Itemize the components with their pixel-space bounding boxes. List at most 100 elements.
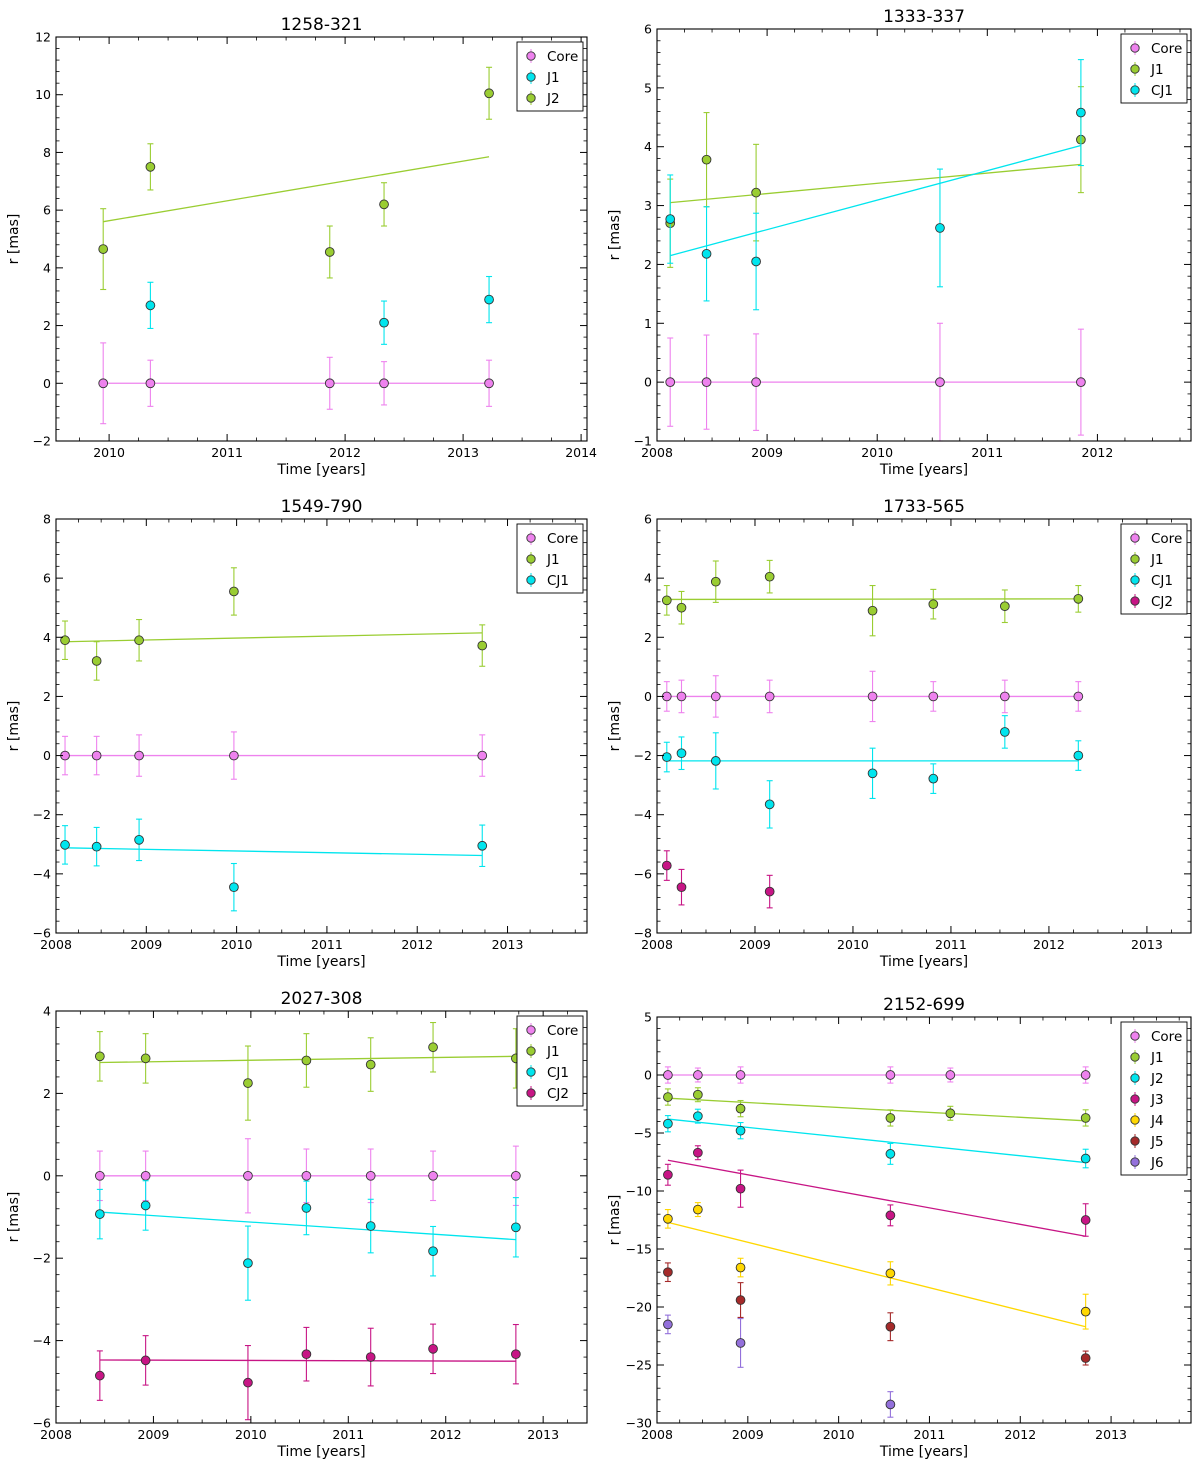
data-point-Core bbox=[511, 1170, 521, 1181]
data-point-J2 bbox=[885, 1149, 896, 1159]
y-tick-label: −20 bbox=[626, 1300, 652, 1315]
legend-marker-CJ1 bbox=[1130, 85, 1140, 95]
data-point-J1 bbox=[60, 635, 70, 646]
x-tick-label: 2010 bbox=[235, 1427, 267, 1442]
data-point-Core bbox=[91, 750, 102, 761]
series-Core bbox=[94, 1138, 521, 1214]
legend-marker-J5 bbox=[1130, 1136, 1140, 1146]
x-tick-label: 2011 bbox=[211, 445, 243, 460]
legend-marker-Core bbox=[526, 51, 536, 61]
data-point-Core bbox=[134, 750, 144, 761]
y-tick-label: 0 bbox=[644, 689, 652, 704]
data-point-J1 bbox=[1080, 1113, 1091, 1123]
legend-label-J1: J1 bbox=[1150, 62, 1164, 78]
y-tick-label: 6 bbox=[644, 512, 652, 527]
y-tick-label: 4 bbox=[43, 260, 51, 275]
data-point-CJ1 bbox=[301, 1203, 312, 1213]
data-point-J3 bbox=[735, 1183, 746, 1194]
x-tick-label: 2008 bbox=[641, 937, 673, 952]
chart-title: 1258-321 bbox=[281, 15, 363, 35]
y-tick-label: 5 bbox=[644, 80, 652, 95]
data-point-CJ1 bbox=[365, 1221, 376, 1231]
data-point-J1 bbox=[693, 1089, 703, 1100]
chart-title: 2027-308 bbox=[281, 989, 363, 1009]
series-J6 bbox=[663, 1314, 896, 1418]
chart-title: 2152-699 bbox=[883, 995, 965, 1015]
data-point-J1 bbox=[751, 187, 761, 198]
y-tick-label: 0 bbox=[644, 375, 652, 390]
fit-line-CJ1 bbox=[99, 1211, 516, 1241]
data-point-J4 bbox=[693, 1204, 703, 1215]
data-point-J6 bbox=[735, 1338, 746, 1348]
y-tick-label: 10 bbox=[35, 87, 51, 102]
x-axis-label: Time [years] bbox=[276, 462, 365, 478]
data-point-J1 bbox=[735, 1103, 746, 1114]
series-layer bbox=[98, 66, 494, 425]
legend-label-J1: J1 bbox=[546, 552, 560, 568]
data-point-Core bbox=[484, 378, 494, 389]
ticks: 2008 2009 2010 2011 2012 2013 −30 −25 −20 −15 −10 −… bbox=[626, 1010, 1191, 1442]
data-point-J2 bbox=[145, 162, 156, 172]
legend-label-CJ1: CJ1 bbox=[1151, 573, 1173, 589]
data-point-CJ1 bbox=[140, 1200, 151, 1211]
data-point-Core bbox=[663, 1070, 673, 1080]
x-tick-label: 2014 bbox=[565, 445, 597, 460]
legend-marker-J1 bbox=[1130, 554, 1140, 564]
plot-frame bbox=[55, 518, 588, 934]
legend: Core J1 CJ1 CJ2 bbox=[516, 1015, 584, 1107]
data-point-Core bbox=[1073, 691, 1084, 702]
legend-label-Core: Core bbox=[547, 1023, 578, 1039]
x-tick-label: 2012 bbox=[329, 445, 361, 460]
data-point-J1 bbox=[365, 1059, 376, 1070]
x-tick-label: 2008 bbox=[40, 937, 72, 952]
series-Core bbox=[60, 731, 488, 780]
y-axis-label: r [mas] bbox=[6, 214, 22, 265]
data-point-J1 bbox=[945, 1108, 956, 1119]
data-point-CJ1 bbox=[665, 214, 676, 224]
data-point-CJ1 bbox=[134, 834, 144, 845]
legend-label-J1: J1 bbox=[1150, 552, 1164, 568]
data-point-Core bbox=[1076, 377, 1086, 387]
legend-label-J1: J1 bbox=[1150, 1050, 1164, 1066]
data-point-J1 bbox=[710, 576, 721, 587]
legend-marker-J1 bbox=[526, 554, 536, 564]
data-point-CJ2 bbox=[94, 1370, 105, 1381]
legend-marker-CJ1 bbox=[526, 1067, 536, 1077]
data-point-J2 bbox=[693, 1111, 703, 1122]
y-axis-label: r [mas] bbox=[607, 701, 623, 752]
ticks: 2008 2009 2010 2011 2012 2013 −6 −4 −2 0 2 4 bbox=[33, 1004, 587, 1442]
ticks: 2008 2009 2010 2011 2012 −1 0 1 2 3 4 5 6 bbox=[634, 22, 1191, 460]
data-point-CJ1 bbox=[1073, 750, 1084, 761]
data-point-Core bbox=[935, 377, 945, 387]
y-tick-label: 2 bbox=[43, 689, 51, 704]
ticks: 2010 2011 2012 2013 2014 −2 0 2 4 6 8 10 12 bbox=[33, 30, 597, 461]
legend: Core J1 CJ1 bbox=[1120, 33, 1188, 104]
x-tick-label: 2011 bbox=[914, 1427, 946, 1442]
y-tick-label: 8 bbox=[43, 512, 51, 527]
data-point-J3 bbox=[1080, 1215, 1091, 1225]
legend-marker-Core bbox=[1130, 533, 1140, 543]
data-point-CJ1 bbox=[1076, 107, 1086, 118]
data-point-J1 bbox=[94, 1051, 105, 1062]
legend-marker-J3 bbox=[1130, 1094, 1140, 1104]
y-tick-label: −2 bbox=[33, 807, 51, 822]
data-point-Core bbox=[379, 378, 389, 389]
y-axis-label: r [mas] bbox=[607, 1195, 623, 1246]
data-point-CJ1 bbox=[428, 1246, 438, 1257]
legend-label-J2: J2 bbox=[1150, 1071, 1164, 1087]
legend-marker-Core bbox=[526, 533, 536, 543]
data-point-J2 bbox=[98, 244, 109, 254]
data-point-J1 bbox=[885, 1113, 896, 1123]
plot-frame bbox=[656, 1016, 1192, 1424]
y-tick-label: −25 bbox=[626, 1358, 652, 1373]
y-tick-label: 0 bbox=[43, 376, 51, 391]
fit-line-J1 bbox=[670, 163, 1081, 204]
y-axis-label: r [mas] bbox=[607, 210, 623, 261]
data-point-CJ1 bbox=[661, 752, 672, 762]
y-tick-label: 12 bbox=[35, 30, 51, 45]
x-tick-label: 2012 bbox=[1033, 937, 1065, 952]
data-point-Core bbox=[665, 377, 676, 387]
data-point-CJ1 bbox=[229, 882, 239, 893]
plot-frame bbox=[55, 36, 588, 442]
x-tick-label: 2012 bbox=[1004, 1427, 1036, 1442]
